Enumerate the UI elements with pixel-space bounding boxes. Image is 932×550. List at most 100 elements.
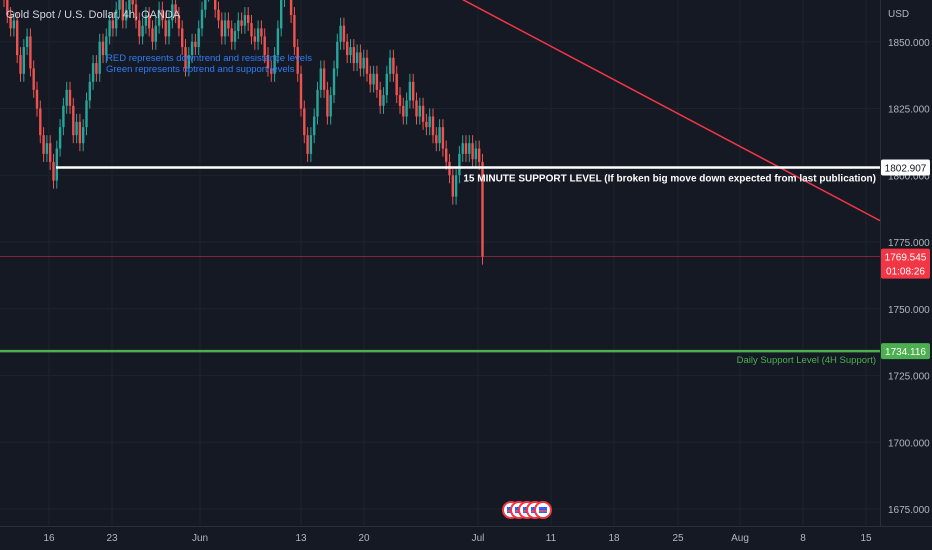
candle-body [16, 20, 19, 56]
candle-body [412, 81, 415, 101]
candle-body [187, 55, 190, 69]
candle-body [6, 0, 9, 16]
candle-body [111, 20, 115, 29]
candle-body [431, 116, 435, 136]
candle-body [161, 9, 164, 21]
candle-body [339, 25, 342, 42]
candle-body [9, 15, 12, 29]
candle-body [405, 100, 408, 117]
candle-body [270, 68, 273, 74]
candle-body [105, 36, 108, 56]
candle-body [408, 81, 412, 101]
candle-body [441, 127, 445, 149]
candle-body [214, 0, 217, 10]
candle-body [276, 28, 280, 56]
candle-body [458, 153, 461, 176]
time-tick-label: 18 [608, 533, 620, 544]
time-tick-label: Jul [472, 533, 485, 544]
time-tick-label: 23 [106, 533, 118, 544]
candle-body [25, 36, 29, 48]
candle-body [382, 95, 385, 106]
candle-body [428, 116, 431, 128]
current-price-text: 1769.545 [885, 253, 927, 264]
candle-body [247, 15, 250, 24]
candle-body [62, 105, 65, 128]
candle-body [273, 55, 276, 74]
candle-body [280, 0, 283, 29]
current-price-tag [881, 248, 930, 279]
candle-body [121, 0, 124, 21]
currency-label: USD [888, 9, 909, 20]
level-price-tag [881, 343, 930, 360]
downtrend-line[interactable] [0, 0, 881, 222]
candle-body [22, 47, 25, 74]
candle-body [425, 121, 428, 128]
candle-body [233, 31, 237, 42]
price-tick-label: 1850.000 [888, 38, 930, 49]
level-price-tag-text: 1802.907 [885, 163, 927, 174]
candle-body [190, 41, 194, 56]
candle-body [204, 0, 207, 10]
time-tick-label: 8 [800, 533, 806, 544]
candle-body [293, 15, 296, 48]
candle-body [319, 68, 322, 90]
candle-body [124, 9, 128, 21]
candle-body [303, 108, 306, 136]
candle-body [65, 89, 68, 106]
candle-body [385, 73, 388, 96]
candle-body [72, 105, 75, 136]
candle-body [352, 47, 355, 64]
price-tick-label: 1750.000 [888, 305, 930, 316]
candle-body [49, 143, 52, 162]
candle-body [91, 63, 95, 82]
flag-us-icon [539, 507, 547, 513]
candle-body [75, 121, 78, 136]
time-tick-label: 20 [358, 533, 370, 544]
candle-body [362, 57, 365, 69]
candle-body [329, 95, 332, 117]
candle-body [181, 28, 184, 48]
candle-body [435, 135, 438, 144]
price-tick-label: 1675.000 [888, 505, 930, 516]
candle-body [421, 105, 425, 122]
candle-body [88, 81, 91, 101]
candle-body [253, 36, 256, 42]
candle-body [134, 4, 138, 21]
candle-body [177, 15, 181, 29]
candle-body [108, 20, 111, 37]
candle-body [227, 20, 230, 29]
candle-body [39, 108, 42, 136]
time-tick-label: Aug [731, 533, 749, 544]
candle-body [95, 63, 98, 74]
candle-body [151, 28, 154, 42]
time-tick-label: 25 [672, 533, 684, 544]
candle-body [237, 20, 240, 32]
candle-body [58, 127, 62, 149]
candle-body [52, 161, 55, 181]
candle-body [98, 41, 101, 74]
candle-body [78, 121, 82, 144]
price-tick-label: 1775.000 [888, 238, 930, 249]
candle-body [230, 28, 233, 42]
candle-body [342, 25, 346, 42]
candle-body [266, 55, 270, 69]
candle-body [464, 143, 468, 154]
candle-body [171, 4, 174, 21]
candle-body [55, 148, 58, 181]
candle-body [313, 116, 316, 136]
candle-body [223, 20, 227, 37]
candle-body [478, 148, 481, 162]
candle-body [197, 28, 200, 48]
candle-body [369, 73, 372, 85]
candle-body [32, 68, 35, 90]
candle-body [45, 143, 49, 154]
note-green: Green represents uptrend and support lev… [106, 64, 295, 75]
candle-body [128, 0, 131, 10]
candle-body [35, 89, 39, 109]
candle-body [398, 95, 402, 106]
time-tick-label: Jun [192, 533, 208, 544]
candle-body [220, 20, 223, 37]
candle-body [332, 68, 336, 96]
